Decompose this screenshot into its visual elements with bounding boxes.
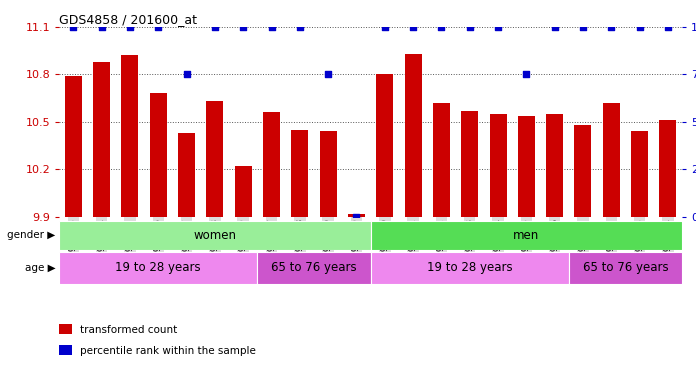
Point xyxy=(68,24,79,30)
Point xyxy=(209,24,221,30)
Bar xyxy=(433,103,450,217)
Point xyxy=(436,24,447,30)
Text: age ▶: age ▶ xyxy=(25,263,56,273)
Point xyxy=(493,24,504,30)
Bar xyxy=(371,252,569,284)
Bar xyxy=(207,101,223,217)
Text: women: women xyxy=(193,229,237,242)
Bar xyxy=(574,125,592,217)
Bar xyxy=(59,221,371,250)
Bar xyxy=(150,93,167,217)
Point xyxy=(634,24,645,30)
Point xyxy=(181,71,192,78)
Bar xyxy=(178,133,195,217)
Point xyxy=(408,24,419,30)
Bar xyxy=(659,120,677,217)
Point xyxy=(294,24,306,30)
Point xyxy=(96,24,107,30)
Point xyxy=(464,24,475,30)
Text: GDS4858 / 201600_at: GDS4858 / 201600_at xyxy=(59,13,197,26)
Point xyxy=(549,24,560,30)
Bar xyxy=(319,131,337,217)
Text: 19 to 28 years: 19 to 28 years xyxy=(427,262,512,274)
Bar xyxy=(235,166,252,217)
Bar xyxy=(377,74,393,217)
Bar xyxy=(569,252,682,284)
Bar xyxy=(258,252,371,284)
Bar xyxy=(93,62,110,217)
Point xyxy=(152,24,164,30)
Point xyxy=(379,24,390,30)
Point xyxy=(266,24,277,30)
Bar xyxy=(263,113,280,217)
Bar xyxy=(404,54,422,217)
Text: men: men xyxy=(513,229,539,242)
Point xyxy=(125,24,136,30)
Point xyxy=(663,24,674,30)
Bar xyxy=(489,114,507,217)
Bar xyxy=(348,214,365,217)
Text: transformed count: transformed count xyxy=(80,325,177,335)
Bar xyxy=(518,116,535,217)
Point xyxy=(322,71,333,78)
Text: 19 to 28 years: 19 to 28 years xyxy=(116,262,201,274)
Bar xyxy=(122,55,139,217)
Bar xyxy=(371,221,682,250)
Text: gender ▶: gender ▶ xyxy=(8,230,56,240)
Bar xyxy=(461,111,478,217)
Point xyxy=(578,24,589,30)
Bar xyxy=(65,76,82,217)
Bar xyxy=(546,114,563,217)
Point xyxy=(351,214,362,220)
Point xyxy=(237,24,248,30)
Bar xyxy=(292,130,308,217)
Point xyxy=(521,71,532,78)
Text: 65 to 76 years: 65 to 76 years xyxy=(271,262,357,274)
Text: percentile rank within the sample: percentile rank within the sample xyxy=(80,346,256,356)
Bar xyxy=(631,131,648,217)
Text: 65 to 76 years: 65 to 76 years xyxy=(583,262,668,274)
Bar xyxy=(59,252,258,284)
Bar xyxy=(603,103,620,217)
Point xyxy=(606,24,617,30)
